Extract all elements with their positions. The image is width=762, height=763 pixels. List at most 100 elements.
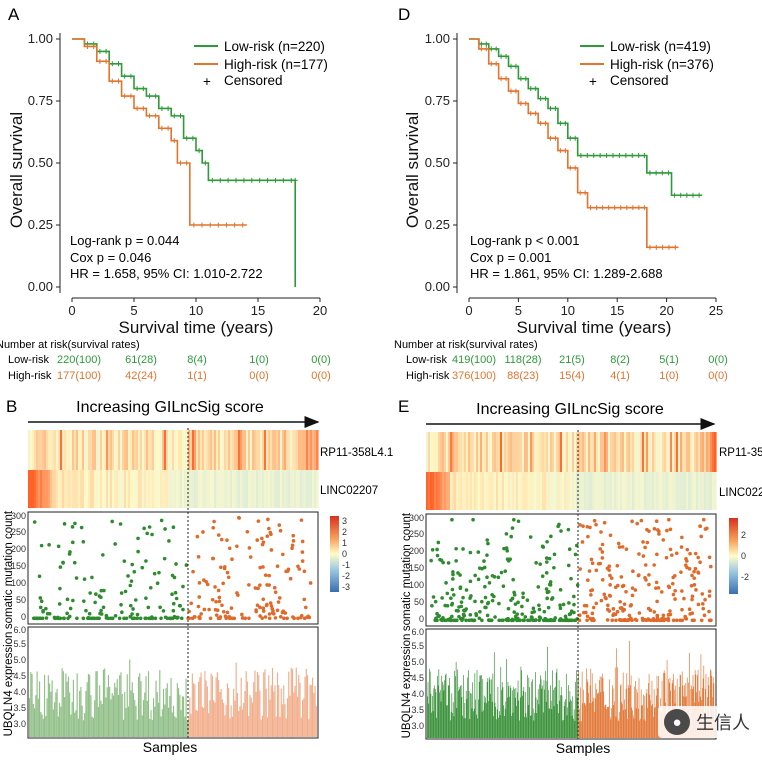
expression-bar: [236, 693, 238, 737]
mutation-point: [506, 606, 511, 611]
expression-bar: [625, 709, 626, 738]
censor-mark: [647, 244, 653, 250]
km-x-tick-label: 25: [709, 303, 723, 318]
expression-bar: [627, 684, 629, 738]
bar-frame-b: [27, 626, 319, 739]
censor-mark: [233, 177, 239, 183]
mutation-point: [643, 617, 647, 622]
censor-mark: [122, 93, 128, 99]
mutation-point: [473, 599, 477, 604]
colorbar-b-tick-2: 2: [342, 527, 347, 537]
expression-bar: [482, 679, 484, 738]
censor-mark: [103, 58, 109, 64]
expression-bar: [110, 699, 112, 737]
expression-bar: [448, 685, 450, 738]
mutation-point: [171, 525, 176, 530]
expression-bar: [84, 713, 86, 737]
expression-bar: [495, 706, 497, 738]
expression-bar: [174, 716, 176, 737]
mutation-point: [70, 525, 75, 529]
censor-mark: [518, 76, 524, 82]
mutation-point: [99, 608, 103, 613]
expression-bar: [65, 673, 67, 737]
heat-cell-gene2: [684, 472, 687, 510]
expression-bar: [450, 711, 452, 738]
km-x-tick-label: 0: [465, 303, 472, 318]
expression-bar: [645, 693, 647, 738]
mutation-point: [214, 600, 218, 604]
expression-bar: [450, 720, 451, 738]
expression-bar: [224, 715, 226, 737]
mutation-point: [70, 540, 75, 545]
expression-bar: [587, 682, 589, 738]
bar-b-tick-6.0: 6.0: [13, 625, 26, 635]
heat-cell-gene2: [554, 472, 557, 510]
mutation-point: [61, 616, 66, 621]
censor-mark: [684, 192, 690, 198]
expression-bar: [631, 707, 633, 738]
heat-cell-gene1: [146, 430, 149, 470]
mutation-point: [266, 517, 270, 522]
mutation-point: [174, 562, 178, 566]
heat-cell-gene2: [100, 470, 103, 508]
expression-bar: [241, 709, 243, 737]
mutation-point: [302, 616, 307, 621]
expression-bar: [563, 719, 564, 738]
mutation-point: [545, 590, 550, 595]
heat-cell-gene2: [306, 470, 309, 508]
censor-mark: [128, 93, 134, 99]
expression-bar: [606, 709, 607, 738]
mutation-point: [670, 581, 675, 586]
expression-bar: [559, 700, 561, 738]
mutation-point: [278, 614, 283, 619]
mutation-point: [101, 605, 106, 610]
heat-cell-gene2: [664, 472, 667, 510]
censor-mark: [232, 222, 238, 228]
panel-b: B Increasing GILncSig score RP11-358L4.1…: [3, 397, 393, 755]
mutation-point: [219, 565, 223, 570]
mutation-point: [483, 605, 487, 610]
legend-censored-label: Censored: [224, 73, 283, 88]
mutation-point: [270, 607, 275, 611]
heat-cell-gene2: [632, 472, 635, 510]
heat-cell-gene1: [586, 432, 589, 472]
heat-cell-gene1: [166, 430, 169, 470]
km-d-stat-logrank: Log-rank p < 0.001: [470, 233, 580, 248]
expression-bar: [530, 715, 532, 738]
mutation-point: [79, 525, 84, 530]
mutation-point: [694, 588, 698, 592]
mutation-point: [197, 581, 202, 585]
mutation-point: [82, 599, 86, 603]
mutation-point: [572, 602, 576, 607]
mutation-point: [155, 581, 160, 585]
expression-bar: [298, 674, 300, 737]
heat-cell-gene1: [574, 432, 577, 472]
mutation-point: [277, 596, 282, 600]
expression-bar: [540, 679, 542, 738]
mutation-point: [299, 518, 304, 522]
mutation-point: [540, 574, 545, 578]
heat-cell-gene1: [536, 432, 539, 472]
panel-letter-b: B: [6, 397, 17, 416]
mutation-point: [547, 556, 552, 561]
expression-bar: [531, 681, 533, 738]
heat-cell-gene2: [688, 472, 691, 510]
expression-bar: [179, 694, 181, 737]
expression-bar: [581, 671, 583, 738]
heat-cell-gene2: [308, 470, 311, 508]
expression-bar: [131, 682, 133, 737]
expression-bar: [582, 703, 584, 738]
expression-bar: [32, 704, 34, 737]
expression-bar: [140, 681, 142, 737]
heat-cell-gene2: [432, 472, 435, 510]
at-risk-a-low-0: 220(100): [57, 354, 101, 366]
expression-bar: [622, 672, 624, 738]
heat-cell-gene2: [520, 472, 523, 510]
heat-cell-gene1: [36, 430, 39, 470]
heat-cell-gene2: [316, 470, 319, 508]
km-y-tick-label: 0.25: [425, 217, 450, 232]
expression-bar: [91, 716, 93, 737]
expression-bar: [115, 687, 117, 737]
mutation-point: [179, 616, 184, 621]
heat-cell-gene1: [204, 430, 207, 470]
